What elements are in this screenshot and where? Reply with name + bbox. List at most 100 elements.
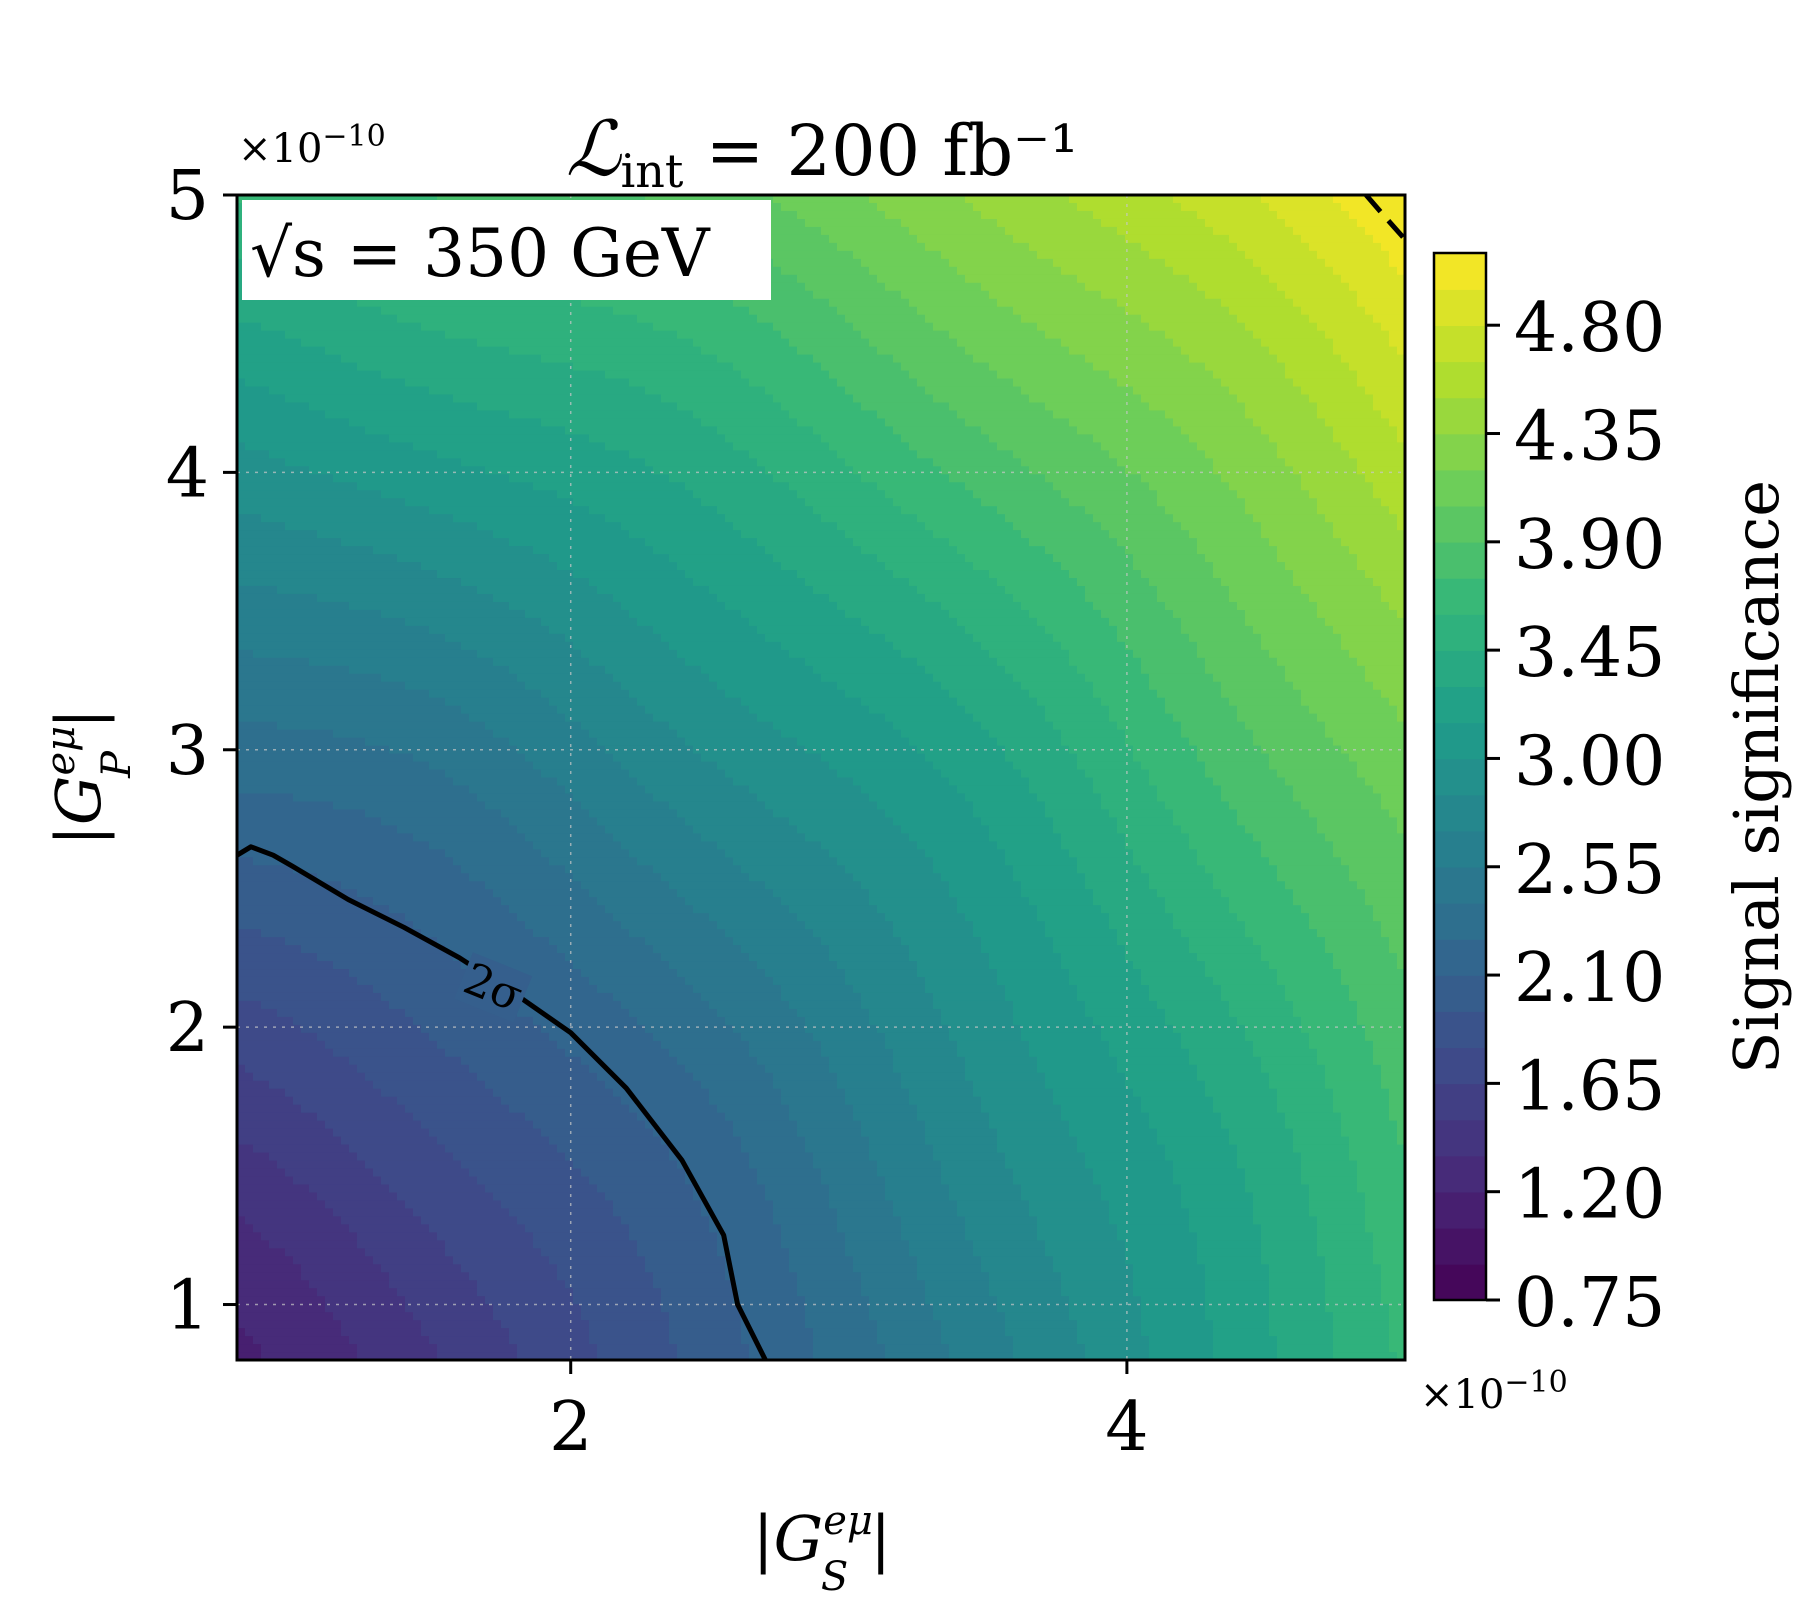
contour-cell	[389, 601, 398, 611]
contour-cell	[469, 1048, 478, 1058]
contour-cell	[445, 546, 454, 555]
contour-cell	[293, 1200, 302, 1209]
contour-cell	[477, 298, 486, 308]
contour-cell	[485, 322, 494, 332]
contour-cell	[429, 1136, 438, 1146]
contour-cell	[357, 1264, 366, 1273]
contour-cell	[453, 1264, 462, 1273]
contour-cell	[461, 402, 470, 412]
contour-cell	[493, 466, 502, 475]
contour-cell	[485, 809, 494, 818]
contour-cell	[365, 689, 374, 699]
contour-cell	[485, 1248, 494, 1257]
contour-cell	[357, 362, 366, 372]
contour-cell	[237, 1160, 246, 1170]
contour-cell	[269, 1088, 278, 1098]
contour-cell	[341, 753, 350, 763]
contour-cell	[445, 897, 454, 906]
contour-cell	[253, 1168, 262, 1178]
contour-cell	[493, 617, 502, 627]
contour-cell	[333, 633, 342, 643]
contour-cell	[429, 466, 438, 475]
contour-cell	[461, 705, 470, 715]
contour-cell	[477, 1184, 486, 1194]
contour-cell	[237, 1128, 246, 1138]
contour-cell	[373, 1168, 382, 1178]
contour-cell	[341, 1232, 350, 1241]
contour-cell	[325, 1296, 334, 1305]
contour-cell	[413, 1320, 422, 1329]
contour-cell	[461, 1056, 470, 1066]
contour-cell	[389, 1136, 398, 1146]
contour-cell	[309, 833, 318, 842]
contour-cell	[237, 482, 246, 491]
contour-cell	[493, 195, 502, 204]
contour-cell	[373, 713, 382, 723]
contour-cell	[293, 1272, 302, 1281]
contour-cell	[301, 1088, 310, 1098]
contour-cell	[349, 386, 358, 396]
contour-cell	[389, 1080, 398, 1090]
contour-cell	[301, 1208, 310, 1217]
contour-cell	[349, 801, 358, 811]
contour-cell	[285, 889, 294, 898]
contour-cell	[309, 418, 318, 427]
contour-cell	[309, 1096, 318, 1106]
contour-cell	[301, 617, 310, 627]
contour-cell	[333, 426, 342, 435]
contour-cell	[493, 817, 502, 826]
contour-cell	[397, 378, 406, 388]
contour-cell	[453, 1224, 462, 1233]
contour-cell	[389, 298, 398, 308]
contour-cell	[389, 1264, 398, 1273]
contour-cell	[405, 1336, 414, 1345]
contour-cell	[477, 1264, 486, 1273]
contour-cell	[261, 1216, 270, 1225]
contour-cell	[349, 1128, 358, 1138]
contour-cell	[485, 857, 494, 866]
contour-cell	[453, 857, 462, 866]
contour-cell	[469, 785, 478, 795]
contour-cell	[245, 1112, 254, 1122]
contour-cell	[429, 506, 438, 515]
contour-cell	[413, 466, 422, 475]
contour-cell	[501, 633, 510, 643]
contour-cell	[341, 450, 350, 459]
contour-cell	[237, 625, 246, 635]
contour-cell	[381, 1072, 390, 1082]
contour-cell	[365, 426, 374, 435]
contour-cell	[269, 1288, 278, 1297]
contour-cell	[493, 1240, 502, 1249]
contour-cell	[493, 1208, 502, 1217]
contour-cell	[237, 753, 246, 763]
contour-cell	[317, 593, 326, 603]
contour-cell	[405, 921, 414, 930]
contour-cell	[309, 705, 318, 715]
contour-cell	[413, 689, 422, 699]
contour-cell	[261, 458, 270, 467]
contour-cell	[317, 1320, 326, 1329]
contour-cell	[429, 1144, 438, 1154]
contour-cell	[445, 1256, 454, 1265]
contour-cell	[333, 1024, 342, 1034]
contour-cell	[477, 578, 486, 587]
contour-cell	[365, 1192, 374, 1202]
contour-cell	[269, 546, 278, 555]
contour-cell	[365, 394, 374, 404]
contour-cell	[293, 897, 302, 906]
contour-cell	[317, 785, 326, 795]
contour-cell	[349, 1344, 358, 1353]
contour-cell	[437, 362, 446, 372]
contour-cell	[413, 1328, 422, 1337]
contour-cell	[253, 1128, 262, 1138]
contour-cell	[349, 538, 358, 547]
contour-cell	[453, 625, 462, 635]
contour-cell	[429, 633, 438, 643]
contour-cell	[389, 729, 398, 739]
contour-cell	[245, 713, 254, 723]
contour-cell	[285, 585, 294, 595]
contour-cell	[501, 913, 510, 922]
contour-cell	[325, 1264, 334, 1273]
contour-cell	[253, 809, 262, 818]
contour-cell	[237, 210, 246, 220]
